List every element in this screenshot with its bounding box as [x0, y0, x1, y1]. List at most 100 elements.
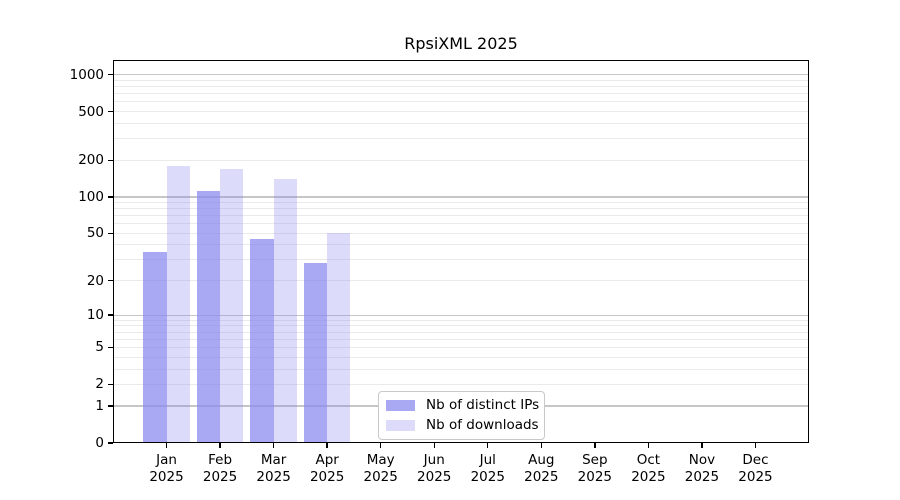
- x-tick-mark: [487, 443, 489, 448]
- x-tick-mark: [272, 443, 275, 448]
- major-gridline: [113, 74, 809, 76]
- y-tick-label: 1000: [69, 66, 104, 83]
- x-tick-month: Jul: [479, 452, 496, 468]
- bar-distinct-ips-apr: [303, 263, 328, 443]
- minor-gridline: [113, 93, 809, 95]
- x-tick-month: Mar: [260, 452, 287, 468]
- x-tick-month: Aug: [528, 452, 555, 468]
- minor-gridline: [113, 331, 809, 333]
- x-tick-mark: [594, 443, 596, 448]
- y-tick-label: 100: [78, 188, 104, 205]
- bar-distinct-ips-jan: [143, 251, 167, 443]
- y-tick-label: 5: [95, 339, 104, 356]
- chart-title: RpsiXML 2025: [404, 34, 518, 53]
- x-tick-mark: [165, 443, 168, 448]
- minor-gridline: [113, 86, 809, 87]
- minor-gridline: [113, 244, 809, 246]
- minor-gridline: [113, 208, 809, 210]
- bar-distinct-ips-feb: [196, 190, 221, 443]
- x-tick-mark: [701, 443, 703, 448]
- x-tick-month: Dec: [742, 452, 769, 468]
- x-tick-label: Dec 2025: [713, 452, 797, 485]
- x-tick-year: 2025: [202, 468, 238, 485]
- x-tick-mark: [219, 443, 221, 448]
- x-tick-label: Aug 2025: [499, 452, 583, 485]
- x-tick-mark: [754, 443, 757, 448]
- y-tick-label: 20: [86, 272, 104, 289]
- x-tick-month: Feb: [208, 452, 233, 468]
- minor-gridline: [113, 232, 809, 234]
- x-tick-label: Apr 2025: [285, 452, 369, 485]
- minor-gridline: [113, 159, 809, 161]
- x-tick-year: 2025: [631, 468, 666, 485]
- x-tick-year: 2025: [524, 468, 559, 485]
- minor-gridline: [113, 223, 809, 225]
- minor-gridline: [113, 111, 809, 113]
- minor-gridline: [113, 101, 809, 103]
- x-tick-month: Sep: [582, 452, 608, 468]
- bar-downloads-apr: [327, 233, 351, 443]
- minor-gridline: [113, 383, 809, 385]
- x-tick-label: Sep 2025: [553, 452, 637, 485]
- x-tick-month: Nov: [688, 452, 716, 468]
- legend-label-downloads: Nb of downloads: [426, 417, 539, 433]
- minor-gridline: [113, 201, 809, 203]
- y-tick-label: 200: [78, 152, 104, 169]
- bars-layer: [113, 60, 809, 443]
- minor-gridline: [113, 122, 809, 124]
- x-tick-year: 2025: [256, 468, 291, 485]
- x-tick-label: Jul 2025: [446, 452, 530, 485]
- x-tick-label: Mar 2025: [232, 452, 316, 485]
- x-tick-month: Jun: [423, 452, 445, 468]
- x-tick-label: Nov 2025: [660, 452, 744, 485]
- bar-downloads-jan: [166, 166, 190, 443]
- y-tick-label: 50: [86, 225, 104, 242]
- legend-swatch-distinct-ips: [386, 399, 415, 412]
- x-tick-year: 2025: [738, 468, 773, 485]
- minor-gridline: [113, 319, 809, 321]
- major-gridline: [113, 314, 809, 316]
- minor-gridline: [113, 138, 809, 140]
- x-tick-label: Feb 2025: [178, 452, 262, 485]
- legend-swatch-downloads: [386, 419, 415, 432]
- x-tick-month: Jan: [156, 452, 177, 468]
- y-tick-label: 2: [95, 376, 104, 393]
- y-tick-label: 1: [95, 398, 104, 415]
- x-tick-label: Oct 2025: [606, 452, 690, 485]
- plot-area: [113, 60, 809, 443]
- x-tick-mark: [326, 443, 328, 448]
- x-tick-month: Oct: [636, 452, 661, 468]
- grid-layer: [113, 60, 809, 443]
- minor-gridline: [113, 356, 809, 358]
- x-tick-year: 2025: [470, 468, 505, 485]
- y-tick-label: 10: [86, 307, 104, 324]
- bar-downloads-feb: [220, 168, 244, 443]
- x-tick-year: 2025: [309, 468, 345, 485]
- minor-gridline: [113, 346, 809, 348]
- x-tick-mark: [379, 443, 382, 448]
- x-tick-label: May 2025: [339, 452, 423, 485]
- minor-gridline: [113, 280, 809, 282]
- minor-gridline: [113, 259, 809, 261]
- y-tick-label: 500: [78, 103, 104, 120]
- x-tick-month: Apr: [315, 452, 339, 468]
- minor-gridline: [113, 338, 809, 340]
- bar-distinct-ips-mar: [250, 238, 274, 443]
- legend-item-downloads: Nb of downloads: [386, 417, 539, 434]
- minor-gridline: [113, 368, 809, 370]
- legend-label-distinct-ips: Nb of distinct IPs: [426, 397, 540, 413]
- minor-gridline: [113, 79, 809, 81]
- x-tick-label: Jun 2025: [392, 452, 476, 485]
- x-tick-mark: [647, 443, 650, 448]
- legend: Nb of distinct IPs Nb of downloads: [378, 391, 545, 440]
- x-tick-mark: [540, 443, 542, 448]
- x-tick-mark: [433, 443, 435, 448]
- bar-downloads-mar: [273, 179, 297, 443]
- x-tick-year: 2025: [684, 468, 720, 485]
- plot-frame: [113, 60, 809, 443]
- y-tick-label: 0: [95, 435, 104, 451]
- minor-gridline: [113, 325, 809, 327]
- x-tick-year: 2025: [417, 468, 452, 485]
- minor-gridline: [113, 215, 809, 217]
